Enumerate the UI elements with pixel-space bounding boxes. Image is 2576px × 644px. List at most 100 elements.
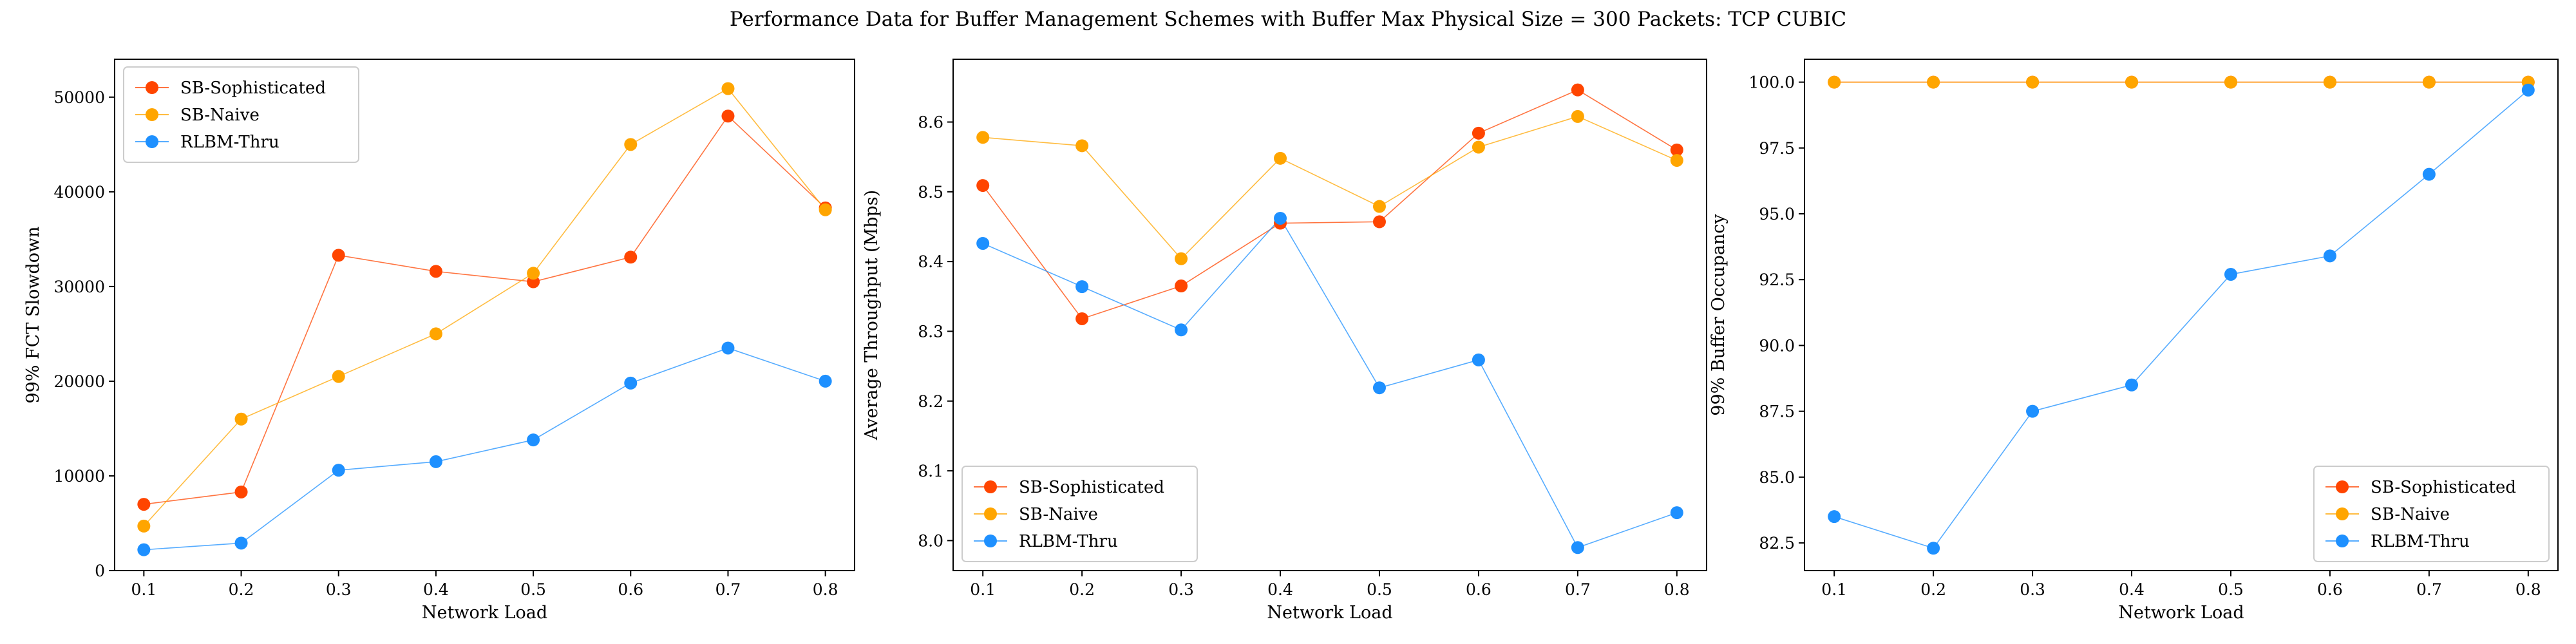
data-point-sb-naive xyxy=(624,138,638,151)
y-tick-label: 97.5 xyxy=(1759,139,1795,158)
legend-label-sb-sophisticated: SB-Sophisticated xyxy=(1019,478,1164,497)
y-tick-label: 30000 xyxy=(53,278,105,296)
x-tick-label: 0.8 xyxy=(1664,580,1690,599)
x-tick-label: 0.1 xyxy=(1821,580,1847,599)
legend-marker-sb-sophisticated xyxy=(2336,480,2349,493)
series-line-rlbm-thru xyxy=(144,347,826,551)
data-point-sb-naive xyxy=(1075,139,1089,153)
y-tick-label: 82.5 xyxy=(1759,534,1795,553)
data-point-rlbm-thru xyxy=(1472,353,1485,366)
y-tick-label: 100.0 xyxy=(1748,73,1795,92)
data-point-rlbm-thru xyxy=(976,236,990,250)
x-tick-label: 0.4 xyxy=(423,580,449,599)
y-axis-label: 99% Buffer Occupancy xyxy=(1709,214,1728,416)
data-point-sb-sophisticated xyxy=(429,265,442,278)
x-tick-label: 0.3 xyxy=(2020,580,2045,599)
legend-box xyxy=(123,66,359,163)
legend-label-sb-sophisticated: SB-Sophisticated xyxy=(180,79,326,98)
legend-marker-sb-naive xyxy=(984,507,997,520)
legend-marker-rlbm-thru xyxy=(146,135,158,148)
legend-label-sb-naive: SB-Naive xyxy=(180,106,260,125)
data-point-rlbm-thru xyxy=(2323,249,2336,263)
legend-marker-sb-sophisticated xyxy=(984,480,997,493)
data-point-sb-naive xyxy=(234,412,248,426)
legend-box xyxy=(2313,466,2550,562)
data-point-sb-naive xyxy=(429,327,442,341)
data-point-rlbm-thru xyxy=(1571,541,1584,554)
x-tick-label: 0.2 xyxy=(1920,580,1946,599)
data-point-rlbm-thru xyxy=(1828,510,1841,524)
data-point-sb-naive xyxy=(1472,140,1485,154)
y-tick-label: 8.5 xyxy=(918,183,943,202)
x-tick-label: 0.7 xyxy=(1565,580,1591,599)
data-point-sb-naive xyxy=(527,267,540,280)
data-point-sb-naive xyxy=(2422,75,2436,89)
y-tick-label: 85.0 xyxy=(1759,468,1795,487)
data-point-sb-sophisticated xyxy=(976,179,990,193)
x-tick-label: 0.6 xyxy=(618,580,643,599)
data-point-rlbm-thru xyxy=(2422,167,2436,181)
data-point-sb-naive xyxy=(1828,75,1841,89)
x-tick-label: 0.5 xyxy=(2218,580,2244,599)
data-point-rlbm-thru xyxy=(1372,381,1386,395)
plot-frame xyxy=(1804,59,2559,571)
y-axis-label: Average Throughput (Mbps) xyxy=(862,190,882,440)
legend-label-rlbm-thru: RLBM-Thru xyxy=(1019,532,1118,551)
data-point-sb-sophisticated xyxy=(137,498,151,511)
x-tick-label: 0.4 xyxy=(2119,580,2145,599)
data-point-sb-naive xyxy=(1274,151,1287,165)
x-tick-label: 0.5 xyxy=(1367,580,1392,599)
series-line-sb-sophisticated xyxy=(144,115,826,505)
data-point-sb-sophisticated xyxy=(332,249,345,262)
x-tick-label: 0.3 xyxy=(326,580,352,599)
data-point-sb-sophisticated xyxy=(1075,312,1089,325)
y-tick-label: 95.0 xyxy=(1759,205,1795,223)
y-tick-label: 50000 xyxy=(53,88,105,107)
data-point-sb-naive xyxy=(976,131,990,144)
y-tick-label: 90.0 xyxy=(1759,336,1795,355)
y-axis-label: 99% FCT Slowdown xyxy=(23,226,43,403)
data-point-rlbm-thru xyxy=(2026,404,2040,418)
data-point-rlbm-thru xyxy=(429,455,442,468)
series-line-sb-naive xyxy=(143,88,826,527)
legend-label-sb-naive: SB-Naive xyxy=(2371,505,2450,524)
data-point-sb-naive xyxy=(819,203,832,216)
data-point-sb-naive xyxy=(137,519,151,533)
legend-box xyxy=(961,466,1198,562)
data-point-sb-sophisticated xyxy=(721,109,735,123)
legend-marker-sb-naive xyxy=(2336,507,2349,520)
legend-label-sb-naive: SB-Naive xyxy=(1019,505,1098,524)
x-tick-label: 0.8 xyxy=(813,580,838,599)
data-point-rlbm-thru xyxy=(2521,83,2535,97)
data-point-rlbm-thru xyxy=(2125,378,2139,392)
data-point-sb-sophisticated xyxy=(1670,143,1683,156)
data-point-sb-naive xyxy=(721,82,735,95)
y-tick-label: 92.5 xyxy=(1759,270,1795,289)
x-tick-label: 0.7 xyxy=(2416,580,2442,599)
series-line-rlbm-thru xyxy=(1833,90,2529,549)
legend-label-rlbm-thru: RLBM-Thru xyxy=(2371,532,2470,551)
legend-label-sb-sophisticated: SB-Sophisticated xyxy=(2371,478,2516,497)
data-point-sb-sophisticated xyxy=(1175,279,1188,293)
data-point-rlbm-thru xyxy=(137,543,151,556)
data-point-rlbm-thru xyxy=(1075,280,1089,294)
y-tick-label: 8.6 xyxy=(918,113,943,131)
data-point-sb-naive xyxy=(1571,109,1584,123)
y-tick-label: 8.0 xyxy=(918,531,943,550)
legend-marker-rlbm-thru xyxy=(2336,535,2349,547)
data-point-sb-naive xyxy=(2224,75,2237,89)
x-axis-label: Network Load xyxy=(1267,603,1392,623)
y-tick-label: 20000 xyxy=(53,372,105,391)
series-line-rlbm-thru xyxy=(982,217,1678,549)
data-point-rlbm-thru xyxy=(332,464,345,477)
legend-marker-sb-sophisticated xyxy=(146,81,158,94)
plot-frame xyxy=(952,59,1707,571)
series-line-sb-naive xyxy=(983,115,1678,260)
data-point-sb-sophisticated xyxy=(1472,126,1485,140)
figure-title: Performance Data for Buffer Management S… xyxy=(729,8,1847,31)
y-tick-label: 8.1 xyxy=(918,462,943,480)
plot-frame xyxy=(114,59,855,571)
data-point-rlbm-thru xyxy=(2224,268,2237,281)
